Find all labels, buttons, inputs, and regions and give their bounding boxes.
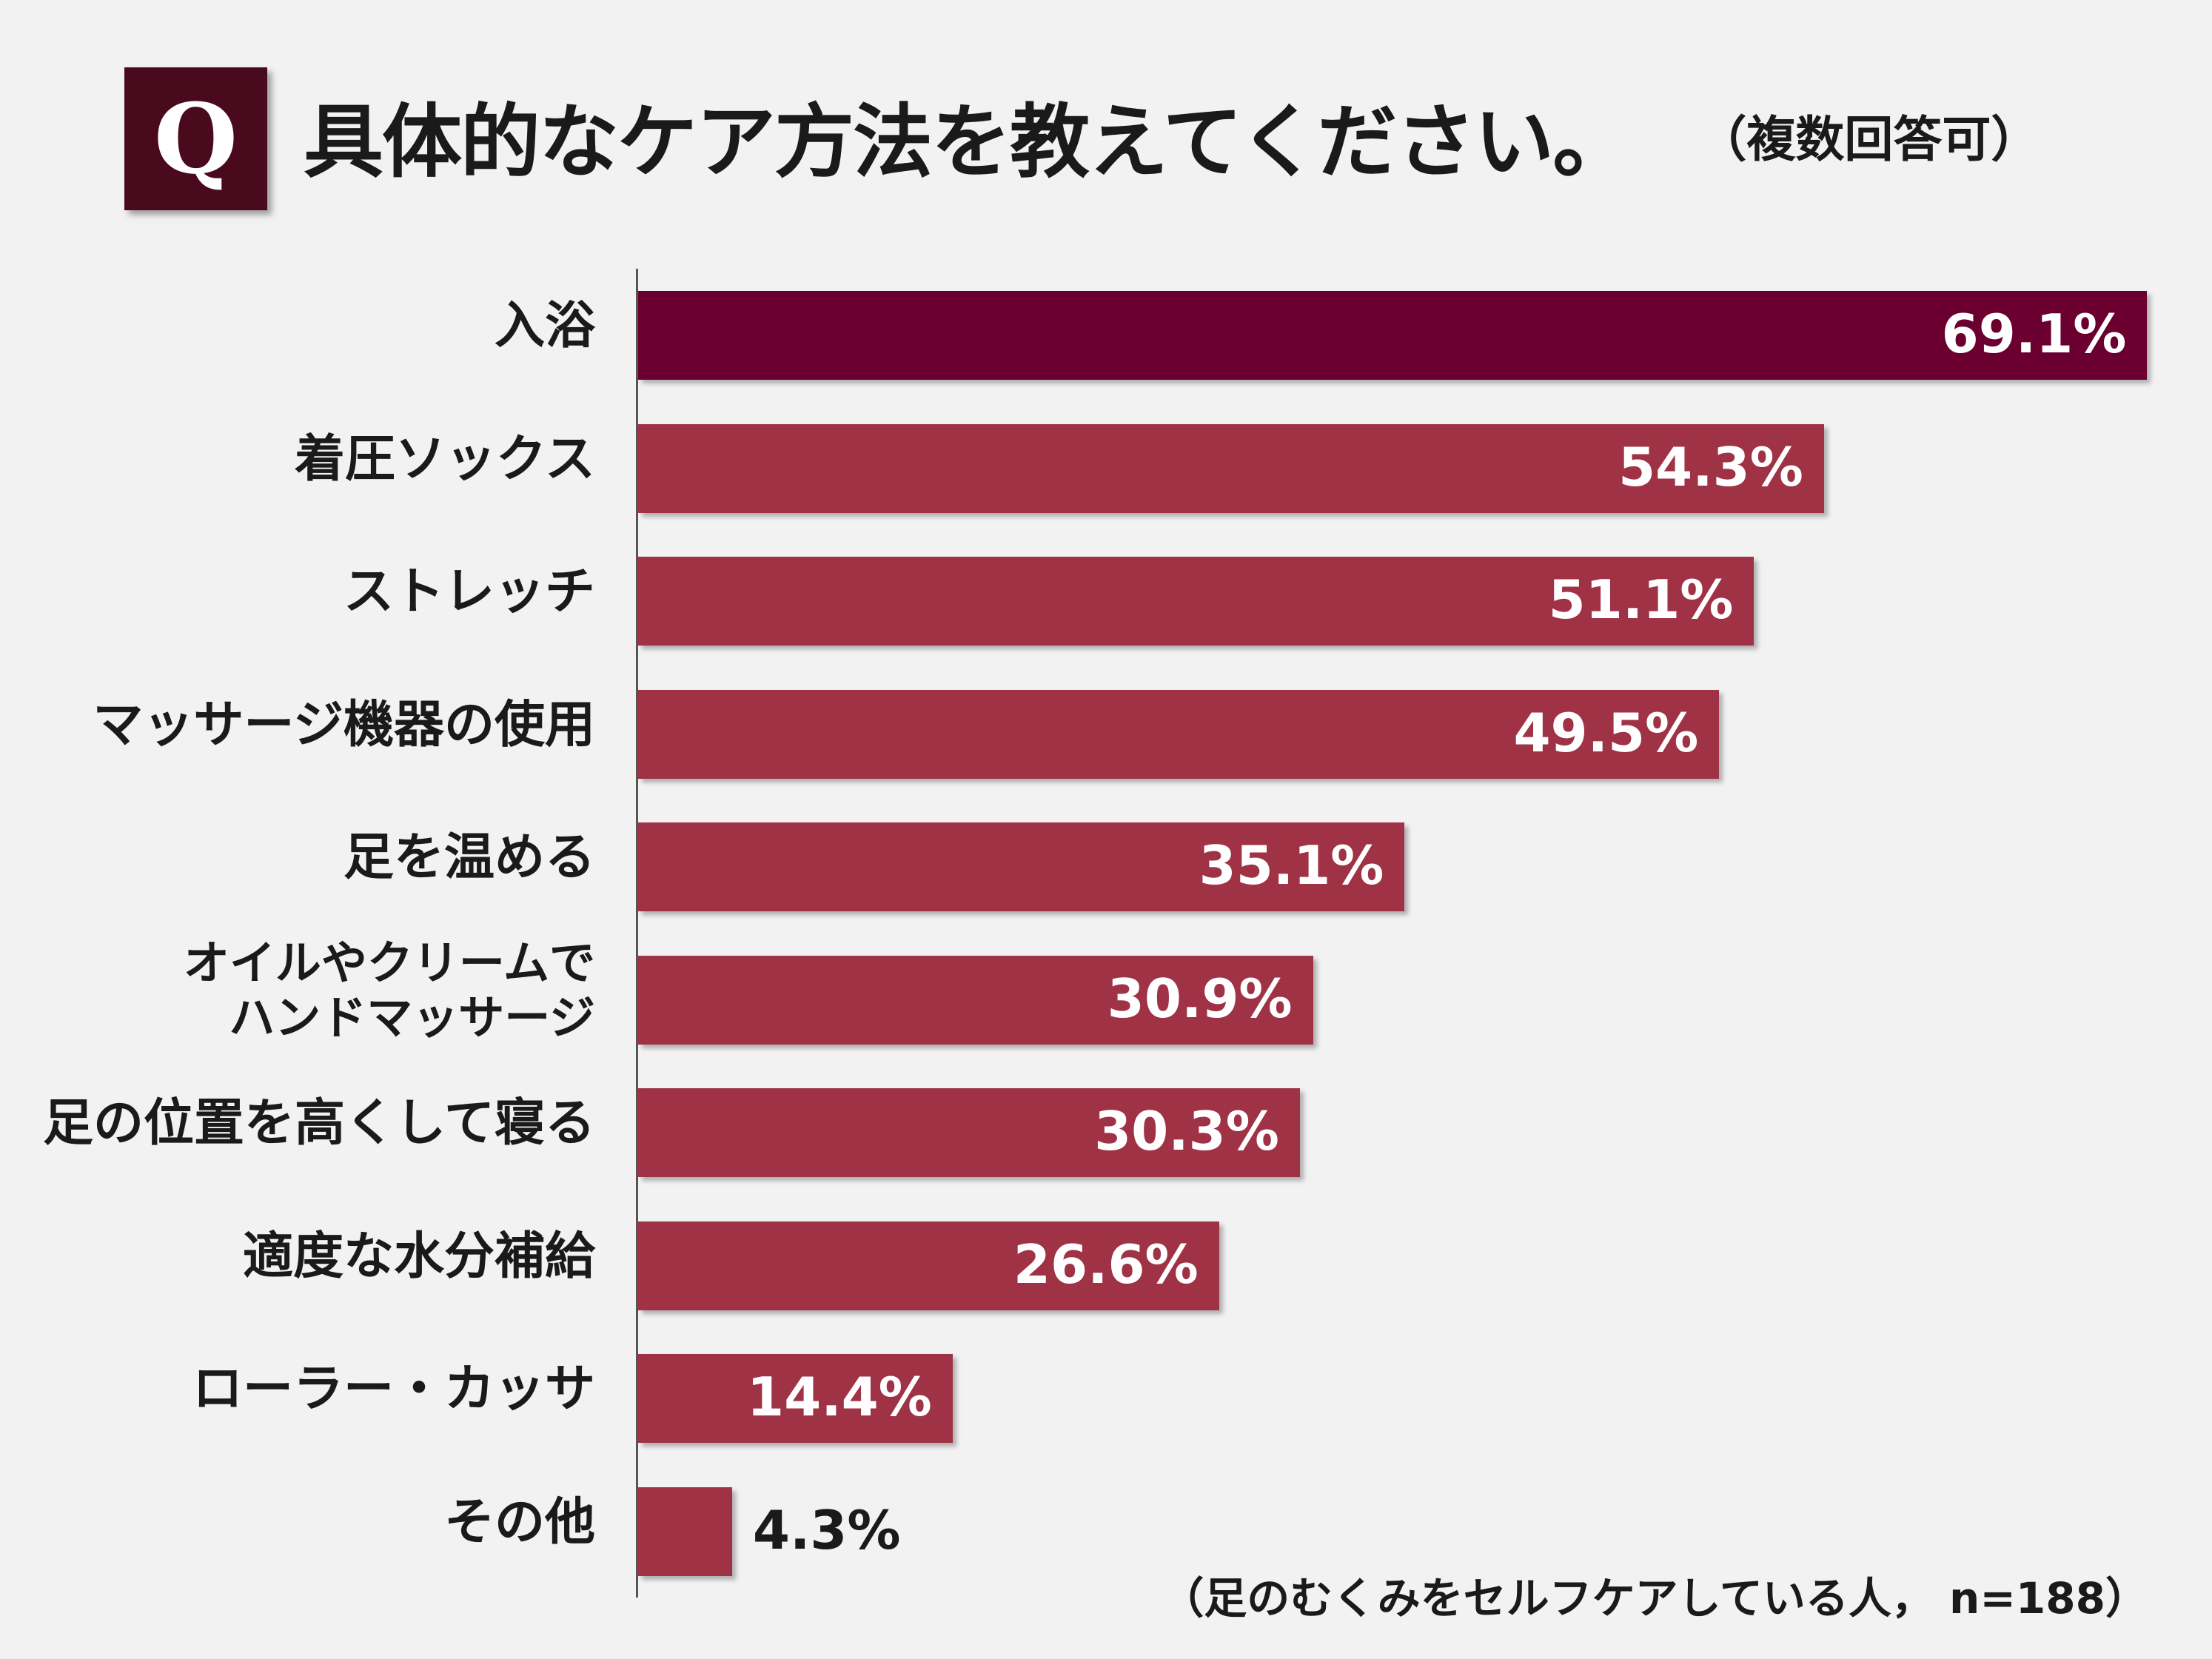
bar bbox=[638, 955, 1313, 1045]
bar bbox=[638, 1088, 1300, 1177]
question-mark: Q bbox=[153, 82, 238, 195]
bar bbox=[638, 1221, 1219, 1310]
title-text: 具体的なケア方法を教えてください。 bbox=[304, 96, 1632, 189]
y-axis-line bbox=[636, 269, 638, 1598]
bar bbox=[638, 1354, 953, 1443]
bar bbox=[638, 1487, 732, 1576]
footnote: （足のむくみをセルフケアしている人， n=188） bbox=[1161, 1573, 2148, 1623]
title-note: （複数回答可） bbox=[1697, 111, 2040, 168]
category-label: 足の位置を高くして寝る bbox=[43, 1094, 595, 1153]
bar-value-label: 30.9% bbox=[1107, 967, 1293, 1030]
category-label: オイルやクリームで ハンドマッサージ bbox=[183, 936, 595, 1045]
question-mark-box: Q bbox=[124, 67, 267, 210]
bar bbox=[638, 291, 2148, 380]
bar-value-label: 49.5% bbox=[1513, 701, 1699, 764]
bar-value-label: 51.1% bbox=[1548, 569, 1734, 631]
page-title: 具体的なケア方法を教えてください。 （複数回答可） bbox=[304, 80, 2040, 191]
category-label: マッサージ機器の使用 bbox=[93, 695, 595, 754]
bar-value-label: 54.3% bbox=[1618, 435, 1803, 498]
bar-value-label: 35.1% bbox=[1199, 834, 1384, 896]
category-label: 足を温める bbox=[343, 828, 595, 888]
category-label: 着圧ソックス bbox=[295, 429, 595, 489]
bar-value-label: 69.1% bbox=[1941, 303, 2127, 365]
bar bbox=[638, 557, 1754, 646]
bar-value-label: 14.4% bbox=[747, 1366, 932, 1428]
category-label: 入浴 bbox=[494, 297, 595, 356]
bar bbox=[638, 423, 1824, 513]
category-label: ストレッチ bbox=[343, 563, 595, 622]
bar-value-label: 26.6% bbox=[1013, 1233, 1199, 1296]
bar-value-label: 30.3% bbox=[1094, 1100, 1279, 1162]
bar-value-label: 4.3% bbox=[752, 1498, 901, 1561]
category-label: その他 bbox=[443, 1492, 595, 1552]
bar bbox=[638, 689, 1720, 779]
bar bbox=[638, 822, 1405, 911]
category-label: 適度な水分補給 bbox=[242, 1227, 595, 1286]
category-label: ローラー・カッサ bbox=[192, 1360, 595, 1419]
